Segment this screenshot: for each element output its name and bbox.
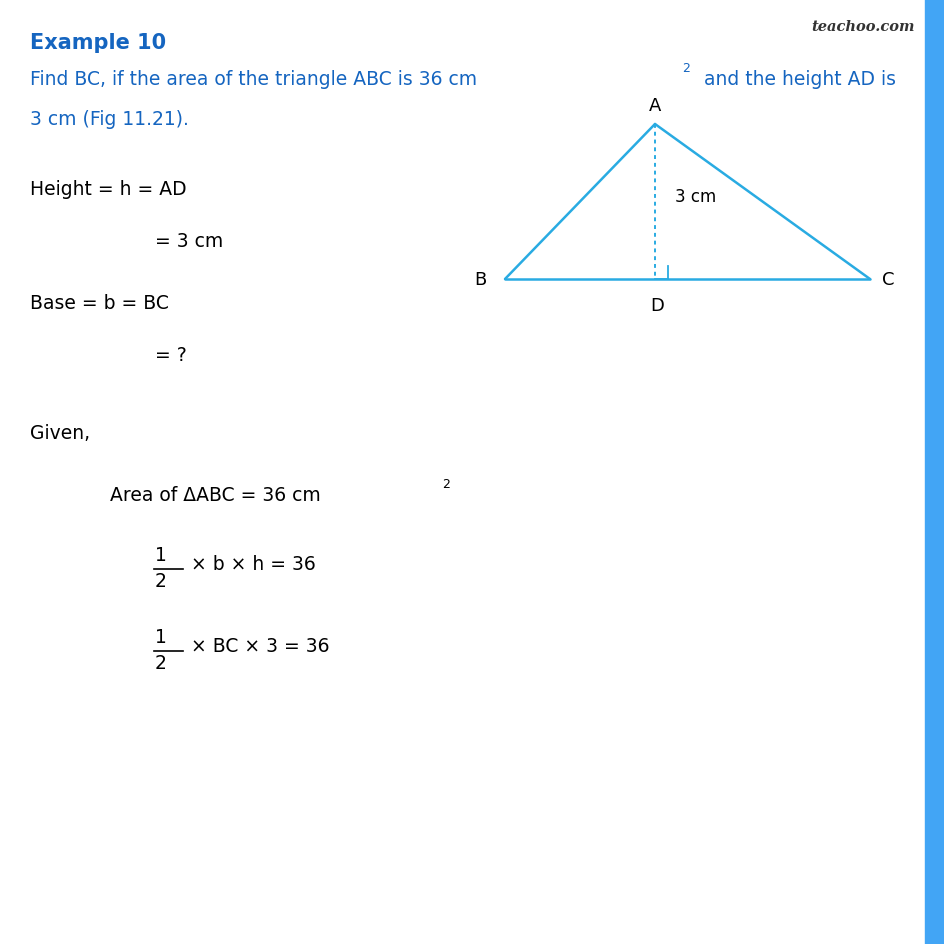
Text: Base = b = BC: Base = b = BC — [30, 294, 169, 312]
Text: × b × h = 36: × b × h = 36 — [191, 555, 315, 574]
Text: B: B — [474, 271, 486, 289]
Text: Find BC, if the area of the triangle ABC is 36 cm: Find BC, if the area of the triangle ABC… — [30, 70, 477, 89]
Bar — [924, 0, 944, 944]
Text: Area of ΔABC = 36 cm: Area of ΔABC = 36 cm — [110, 485, 320, 504]
Text: 1: 1 — [155, 546, 167, 565]
Text: 2: 2 — [155, 653, 167, 672]
Text: 2: 2 — [442, 478, 449, 491]
Text: 2: 2 — [682, 62, 689, 75]
Text: × BC × 3 = 36: × BC × 3 = 36 — [191, 637, 329, 656]
Text: A: A — [649, 97, 661, 115]
Text: Height = h = AD: Height = h = AD — [30, 179, 186, 199]
Text: 2: 2 — [155, 571, 167, 590]
Text: C: C — [881, 271, 894, 289]
Text: Example 10: Example 10 — [30, 33, 166, 53]
Text: teachoo.com: teachoo.com — [811, 20, 914, 34]
Text: D: D — [649, 296, 664, 314]
Text: 1: 1 — [155, 628, 167, 647]
Text: Given,: Given, — [30, 424, 90, 443]
Text: = ?: = ? — [155, 346, 187, 364]
Text: = 3 cm: = 3 cm — [155, 232, 223, 251]
Text: and the height AD is: and the height AD is — [698, 70, 895, 89]
Text: 3 cm: 3 cm — [674, 188, 716, 207]
Text: 3 cm (Fig 11.21).: 3 cm (Fig 11.21). — [30, 110, 189, 129]
